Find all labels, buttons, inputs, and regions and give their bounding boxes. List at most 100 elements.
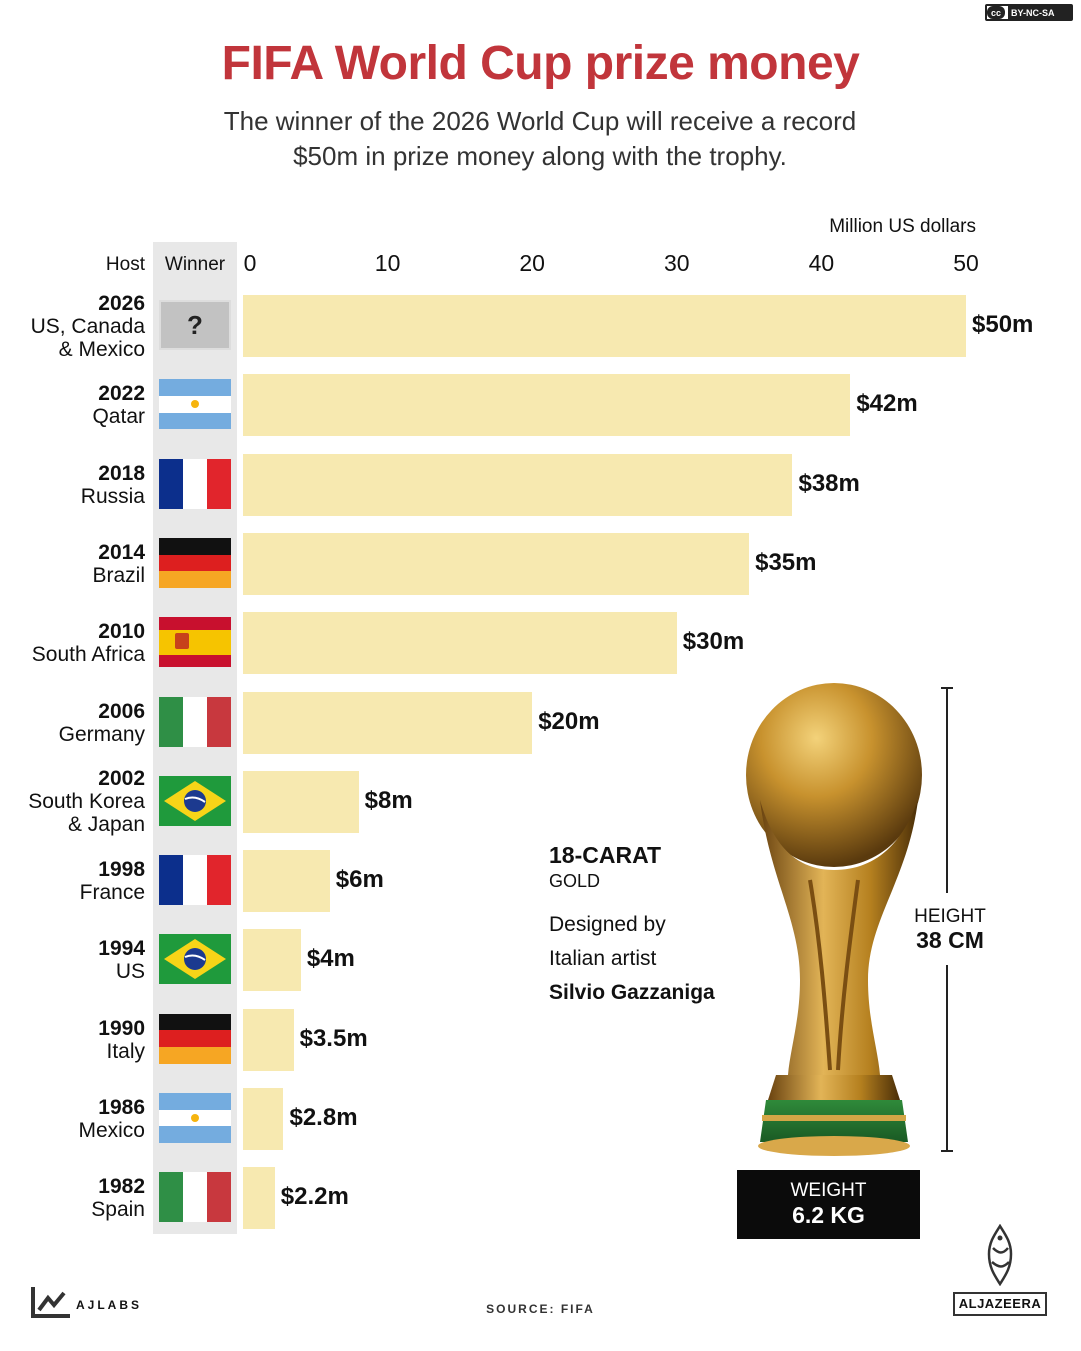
trophy-designer-name: Silvio Gazzaniga: [549, 981, 715, 1004]
host-label: 2026 US, Canada & Mexico: [31, 292, 145, 361]
chart-row: 1986 Mexico $2.8m: [0, 1088, 1081, 1150]
trophy-carat: 18-CARAT: [549, 842, 662, 868]
host-country: France: [79, 881, 145, 905]
host-label: 2014 Brazil: [92, 541, 145, 587]
host-column-header: Host: [105, 254, 145, 275]
spain-flag-icon: [159, 617, 231, 668]
world-cup-trophy-image: [730, 680, 930, 1162]
host-country: South Africa: [31, 643, 145, 667]
host-country: Qatar: [92, 405, 145, 429]
host-year: 2022: [98, 382, 145, 406]
chart-row: 2018 Russia $38m: [0, 453, 1081, 516]
chart-row: 2006 Germany $20m: [0, 691, 1081, 754]
chart-row: 2022 Qatar $42m: [0, 374, 1081, 437]
weight-label: WEIGHT: [790, 1180, 867, 1201]
unknown-winner-icon: ?: [159, 300, 231, 350]
host-year: 2026: [98, 291, 145, 315]
prize-bar: [243, 374, 851, 437]
prize-bar: [243, 691, 533, 754]
weight-value: 6.2 KG: [792, 1202, 865, 1228]
argentina-flag-icon: [159, 379, 231, 430]
germany-flag-icon: [159, 1013, 231, 1064]
chart-title: FIFA World Cup prize money: [221, 37, 860, 90]
chart-row: 1994 US $4m: [0, 929, 1081, 992]
prize-bar: [243, 1167, 275, 1230]
x-tick-label: 50: [953, 250, 979, 276]
host-label: 2018 Russia: [81, 462, 145, 508]
france-flag-icon: [159, 458, 231, 509]
host-label: 2022 Qatar: [92, 382, 145, 428]
host-country: US, Canada: [30, 314, 145, 338]
aljazeera-wordmark: ALJAZEERA: [953, 1292, 1047, 1316]
ajlabs-logo: AJLABS: [30, 1282, 142, 1322]
host-country: Brazil: [92, 563, 145, 587]
trophy-material: GOLD: [549, 871, 601, 891]
prize-value-label: $30m: [682, 628, 745, 656]
brazil-flag-icon: [159, 934, 231, 985]
prize-value-label: $2.2m: [280, 1183, 349, 1211]
prize-bar: [243, 532, 750, 595]
creative-commons-icon: cc: [987, 6, 1006, 19]
france-flag-icon: [159, 855, 231, 906]
prize-bar: [243, 770, 359, 833]
host-label: 2006 Germany: [59, 700, 145, 746]
winner-column-header: Winner: [164, 254, 226, 275]
chart-row: 2014 Brazil $35m: [0, 532, 1081, 595]
host-year: 2006: [98, 699, 145, 723]
height-value: 38 CM: [916, 927, 984, 953]
host-label: 1998 France: [80, 858, 145, 904]
host-year: 2002: [98, 767, 145, 791]
ajlabs-wordmark: AJLABS: [76, 1298, 143, 1312]
host-country: Russia: [80, 484, 145, 508]
prize-value-label: $8m: [364, 786, 413, 814]
argentina-flag-icon: [159, 1093, 231, 1143]
host-year: 1998: [98, 858, 145, 882]
chart-subtitle: The winner of the 2026 World Cup will re…: [190, 104, 890, 174]
prize-value-label: $42m: [856, 390, 918, 418]
aljazeera-calligraphy-icon: [987, 1224, 1013, 1286]
source-note: SOURCE: FIFA: [486, 1302, 595, 1316]
aljazeera-logo: ALJAZEERA: [953, 1222, 1047, 1318]
license-text: BY-NC-SA: [1008, 6, 1071, 19]
host-country: Italy: [106, 1039, 145, 1063]
x-tick-label: 10: [374, 250, 401, 276]
prize-value-label: $50m: [972, 311, 1034, 338]
germany-flag-icon: [159, 537, 231, 588]
chart-row: 1990 Italy $3.5m: [0, 1008, 1081, 1071]
host-country: US: [115, 960, 145, 984]
host-year: 1982: [98, 1175, 145, 1199]
chart-row: 1982 Spain $2.2m: [0, 1167, 1081, 1230]
host-year: 2018: [98, 461, 145, 485]
chart-row: 1998 France $6m: [0, 850, 1081, 913]
prize-bar: [243, 612, 677, 675]
x-tick-label: 30: [664, 250, 690, 276]
prize-value-label: $2.8m: [289, 1104, 358, 1131]
x-tick-label: 40: [808, 250, 835, 276]
prize-value-label: $6m: [335, 866, 384, 894]
prize-value-label: $4m: [306, 945, 355, 973]
prize-bar: [243, 850, 330, 913]
host-country: Spain: [91, 1198, 145, 1222]
prize-value-label: $35m: [755, 548, 817, 576]
prize-value-label: $38m: [798, 469, 860, 497]
height-dimension-cap-bottom: [941, 1150, 953, 1152]
host-country: Germany: [58, 722, 145, 746]
height-dimension-line-top: [946, 688, 948, 893]
prize-value-label: $3.5m: [299, 1024, 368, 1052]
prize-bar: [243, 1008, 294, 1071]
host-year: 2014: [98, 540, 145, 564]
height-label: HEIGHT: [914, 906, 986, 927]
italy-flag-icon: [159, 1172, 231, 1223]
ajlabs-chart-icon: [31, 1287, 70, 1318]
brazil-flag-icon: [159, 775, 231, 826]
host-label: 2002 South Korea & Japan: [28, 767, 145, 836]
host-label: 1986 Mexico: [78, 1096, 145, 1142]
host-label: 2010 South Africa: [32, 620, 145, 666]
prize-bar: [243, 1088, 284, 1150]
weight-box: WEIGHT 6.2 KG: [737, 1170, 920, 1239]
host-year: 1994: [98, 937, 145, 961]
host-country: & Japan: [67, 813, 145, 837]
x-tick-label: 0: [243, 250, 257, 276]
chart-row: 2002 South Korea & Japan $8m: [0, 767, 1081, 836]
italy-flag-icon: [159, 696, 231, 747]
